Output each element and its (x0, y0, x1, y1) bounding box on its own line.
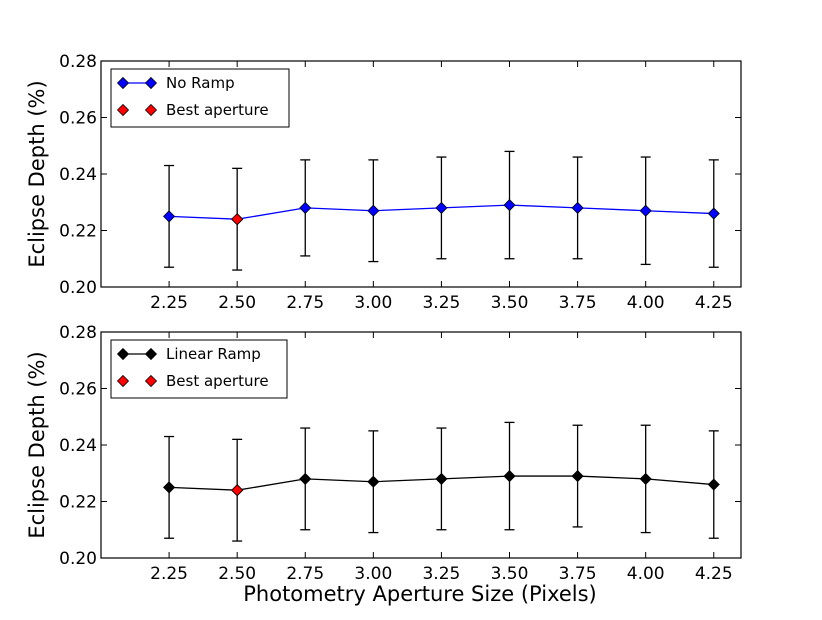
data-point (571, 201, 584, 214)
data-point (435, 201, 448, 214)
x-tick-label: 2.75 (286, 564, 324, 584)
x-tick-label: 2.25 (150, 564, 188, 584)
best-aperture-point (231, 484, 244, 497)
data-point (163, 481, 176, 494)
chart-panel-1: 0.20 0.22 0.24 0.26 0.28 2.25 2.50 2.75 3.00 3.25… (25, 52, 742, 313)
legend-marker (116, 347, 130, 361)
data-point (571, 470, 584, 483)
data-point (367, 204, 380, 217)
data-point (639, 204, 652, 217)
data-point (299, 472, 312, 485)
legend-label: No Ramp (166, 74, 235, 92)
legend-label: Best aperture (166, 101, 269, 119)
x-tick-label: 3.00 (354, 293, 392, 313)
y-tick-label: 0.28 (59, 323, 97, 343)
legend-label: Linear Ramp (166, 345, 261, 363)
data-point (639, 472, 652, 485)
y-tick-label: 0.28 (59, 52, 97, 72)
x-tick-label: 3.50 (491, 293, 529, 313)
x-tick-label: 3.75 (559, 564, 597, 584)
y-tick-label: 0.26 (59, 380, 97, 400)
x-tick-label: 3.00 (354, 564, 392, 584)
legend-marker (116, 103, 130, 117)
y-tick-label: 0.22 (59, 222, 97, 242)
legend-marker (116, 76, 130, 90)
x-tick-label: 2.75 (286, 293, 324, 313)
x-tick-label: 3.75 (559, 293, 597, 313)
legend-label: Best aperture (166, 372, 269, 390)
data-point (435, 472, 448, 485)
legend-marker (144, 374, 158, 388)
x-tick-label: 2.50 (218, 293, 256, 313)
x-axis-label: Photometry Aperture Size (Pixels) (243, 582, 597, 606)
best-aperture-point (231, 213, 244, 226)
y-axis-label: Eclipse Depth (%) (25, 351, 49, 538)
x-tick-label: 3.50 (491, 564, 529, 584)
data-point (707, 207, 720, 220)
data-point (503, 470, 516, 483)
y-tick-label: 0.22 (59, 493, 97, 513)
x-tick-label: 4.25 (695, 564, 733, 584)
x-tick-label: 4.00 (627, 564, 665, 584)
y-tick-label: 0.26 (59, 109, 97, 129)
legend-marker (144, 103, 158, 117)
y-tick-label: 0.20 (59, 549, 97, 569)
x-tick-label: 3.25 (422, 564, 460, 584)
data-point (707, 478, 720, 491)
y-axis-label: Eclipse Depth (%) (25, 80, 49, 267)
legend-marker (144, 347, 158, 361)
legend-marker (144, 76, 158, 90)
legend-box (110, 339, 288, 399)
x-tick-label: 4.00 (627, 293, 665, 313)
x-tick-label: 4.25 (695, 293, 733, 313)
data-point (163, 210, 176, 223)
x-tick-label: 3.25 (422, 293, 460, 313)
data-point (367, 475, 380, 488)
x-tick-label: 2.50 (218, 564, 256, 584)
x-tick-label: 2.25 (150, 293, 188, 313)
y-tick-label: 0.24 (59, 165, 97, 185)
data-point (299, 201, 312, 214)
chart-panel-2: 0.20 0.22 0.24 0.26 0.28 2.25 2.50 2.75 3.00 3.25… (25, 323, 742, 606)
y-tick-label: 0.20 (59, 278, 97, 298)
data-point (503, 199, 516, 212)
legend-box (110, 68, 290, 128)
y-tick-label: 0.24 (59, 436, 97, 456)
legend-marker (116, 374, 130, 388)
